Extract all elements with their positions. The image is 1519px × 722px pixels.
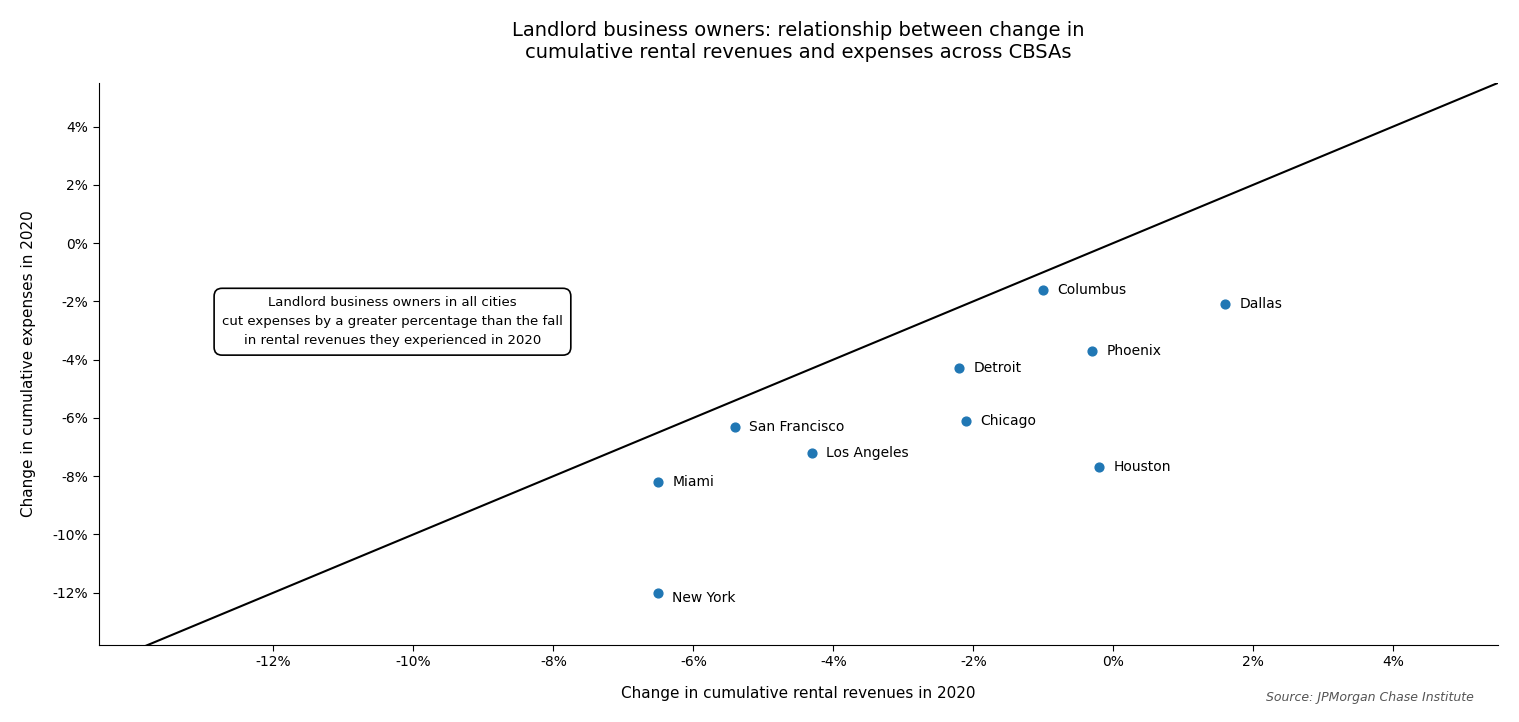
- Point: [1214, 298, 1238, 310]
- Text: Source: JPMorgan Chase Institute: Source: JPMorgan Chase Institute: [1265, 691, 1473, 704]
- Text: Landlord business owners in all cities
cut expenses by a greater percentage than: Landlord business owners in all cities c…: [222, 296, 564, 347]
- Text: San Francisco: San Francisco: [749, 419, 845, 434]
- Text: Detroit: Detroit: [974, 361, 1021, 375]
- Text: Los Angeles: Los Angeles: [826, 445, 908, 460]
- Point: [723, 421, 747, 432]
- Text: Houston: Houston: [1113, 461, 1171, 474]
- Point: [801, 447, 825, 458]
- Point: [646, 477, 670, 488]
- Point: [948, 362, 972, 374]
- Point: [646, 587, 670, 599]
- Point: [1031, 284, 1056, 295]
- Point: [1088, 461, 1112, 473]
- Point: [954, 415, 978, 427]
- Point: [1080, 345, 1104, 357]
- Title: Landlord business owners: relationship between change in
cumulative rental reven: Landlord business owners: relationship b…: [512, 21, 1085, 62]
- Text: Dallas: Dallas: [1240, 297, 1282, 311]
- X-axis label: Change in cumulative rental revenues in 2020: Change in cumulative rental revenues in …: [621, 686, 975, 701]
- Text: Columbus: Columbus: [1057, 283, 1127, 297]
- Y-axis label: Change in cumulative expenses in 2020: Change in cumulative expenses in 2020: [21, 211, 36, 518]
- Text: New York: New York: [673, 591, 735, 606]
- Text: Phoenix: Phoenix: [1106, 344, 1161, 358]
- Text: Miami: Miami: [673, 475, 714, 489]
- Text: Chicago: Chicago: [980, 414, 1036, 427]
